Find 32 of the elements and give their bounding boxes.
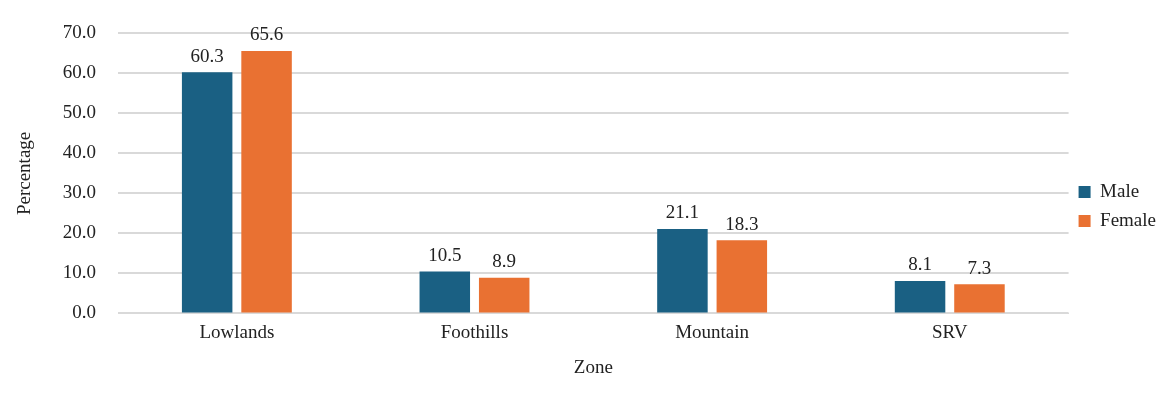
y-axis-title: Percentage <box>13 131 35 216</box>
data-label: 65.6 <box>249 23 284 45</box>
y-tick-label: 30.0 <box>62 181 97 203</box>
bar <box>954 284 1005 313</box>
y-tick-label: 40.0 <box>62 141 97 163</box>
bar <box>241 51 292 313</box>
data-label: 10.5 <box>428 243 462 265</box>
y-tick-label: 10.0 <box>62 261 97 283</box>
y-tick-label: 70.0 <box>62 21 97 43</box>
bar <box>181 72 233 313</box>
legend-label: Female <box>1100 208 1157 230</box>
bar <box>894 281 946 313</box>
bar <box>419 271 471 313</box>
data-label: 7.3 <box>967 256 992 278</box>
x-axis-title: Zone <box>573 355 613 377</box>
y-tick-label: 0.0 <box>72 301 97 323</box>
bar <box>657 229 708 313</box>
bar <box>478 277 530 313</box>
x-tick-label: Mountain <box>675 320 750 342</box>
x-tick-label: Foothills <box>440 320 509 342</box>
data-label: 60.3 <box>190 44 224 66</box>
y-tick-label: 20.0 <box>62 221 97 243</box>
data-label: 8.9 <box>492 250 517 272</box>
x-tick-label: SRV <box>932 320 968 342</box>
data-label: 18.3 <box>725 212 759 234</box>
x-tick-label: Lowlands <box>199 320 275 342</box>
legend-label: Male <box>1100 179 1140 201</box>
y-tick-label: 50.0 <box>62 101 97 123</box>
bar <box>716 240 768 313</box>
y-tick-label: 60.0 <box>62 61 97 83</box>
data-label: 8.1 <box>908 253 932 275</box>
data-label: 21.1 <box>665 201 700 223</box>
